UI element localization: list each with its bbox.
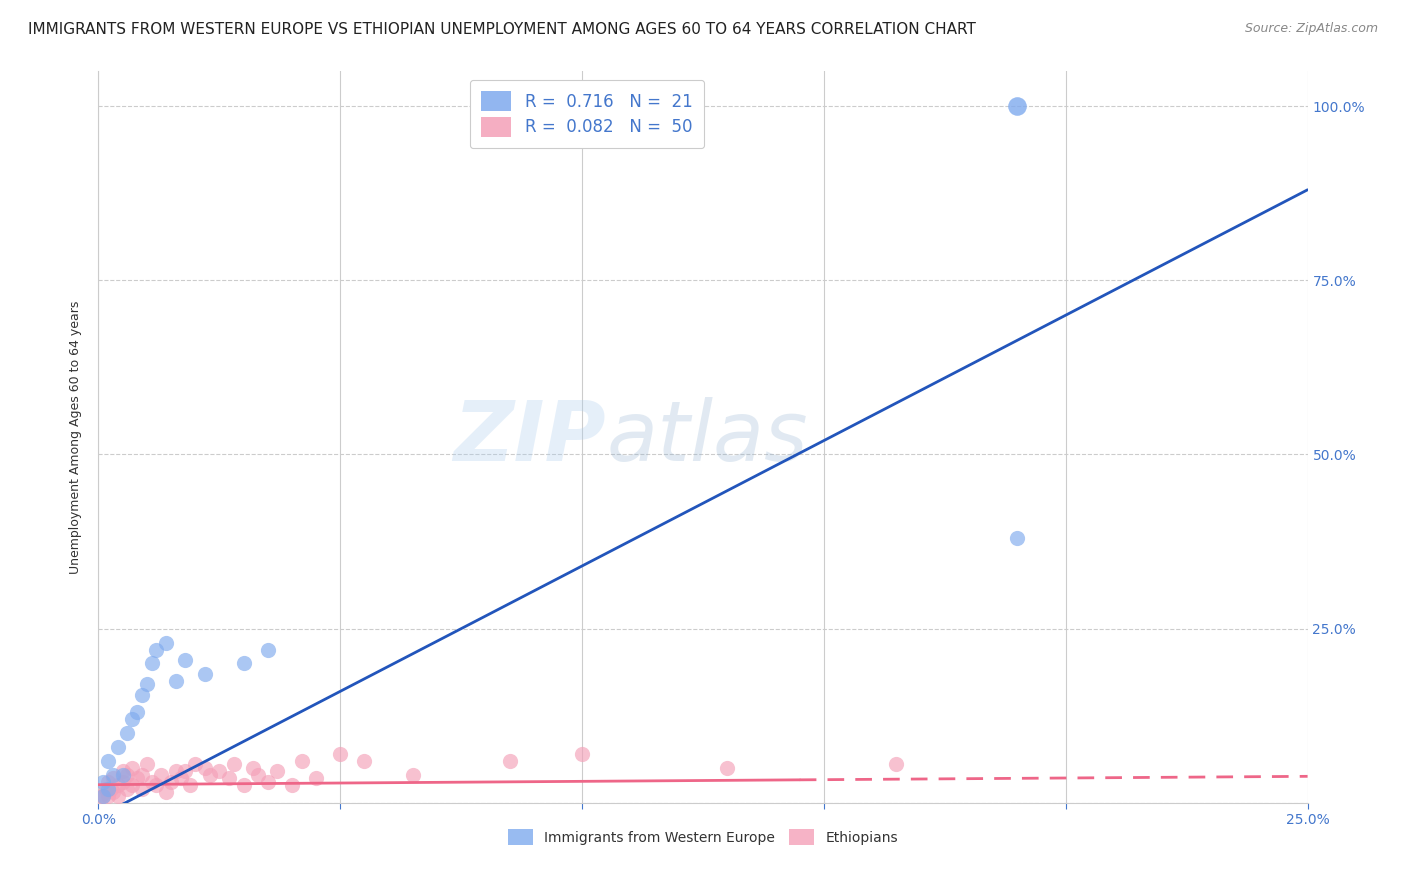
Point bbox=[107, 778, 129, 792]
Point bbox=[571, 747, 593, 761]
Point bbox=[1007, 531, 1029, 545]
Point bbox=[160, 775, 183, 789]
Point bbox=[716, 761, 738, 775]
Point bbox=[135, 677, 157, 691]
Point bbox=[97, 775, 120, 789]
Point bbox=[222, 757, 245, 772]
Point bbox=[107, 740, 129, 755]
Point bbox=[91, 789, 114, 803]
Point bbox=[353, 754, 375, 768]
Text: atlas: atlas bbox=[606, 397, 808, 477]
Point bbox=[329, 747, 352, 761]
Point bbox=[145, 642, 167, 657]
Point bbox=[131, 768, 153, 782]
Point bbox=[111, 764, 134, 779]
Point bbox=[121, 761, 143, 775]
Point bbox=[242, 761, 264, 775]
Point bbox=[194, 667, 217, 681]
Point bbox=[117, 768, 139, 782]
Point bbox=[141, 657, 163, 671]
Point bbox=[402, 768, 425, 782]
Text: IMMIGRANTS FROM WESTERN EUROPE VS ETHIOPIAN UNEMPLOYMENT AMONG AGES 60 TO 64 YEA: IMMIGRANTS FROM WESTERN EUROPE VS ETHIOP… bbox=[28, 22, 976, 37]
Point bbox=[256, 642, 278, 657]
Point bbox=[131, 781, 153, 796]
Point bbox=[117, 781, 139, 796]
Text: ZIP: ZIP bbox=[454, 397, 606, 477]
Point bbox=[290, 754, 312, 768]
Point bbox=[208, 764, 231, 779]
Point bbox=[232, 778, 254, 792]
Point bbox=[111, 775, 134, 789]
Point bbox=[1007, 99, 1029, 113]
Point bbox=[97, 754, 120, 768]
Point bbox=[198, 768, 221, 782]
Point bbox=[498, 754, 520, 768]
Point bbox=[155, 635, 177, 649]
Point bbox=[145, 778, 167, 792]
Point bbox=[184, 757, 207, 772]
Point bbox=[101, 768, 124, 782]
Point bbox=[127, 772, 149, 786]
Y-axis label: Unemployment Among Ages 60 to 64 years: Unemployment Among Ages 60 to 64 years bbox=[69, 301, 83, 574]
Point bbox=[135, 757, 157, 772]
Point bbox=[107, 789, 129, 803]
Point bbox=[281, 778, 304, 792]
Point bbox=[100, 781, 122, 796]
Point bbox=[127, 705, 149, 719]
Point bbox=[174, 653, 197, 667]
Text: Source: ZipAtlas.com: Source: ZipAtlas.com bbox=[1244, 22, 1378, 36]
Point bbox=[90, 789, 112, 803]
Point bbox=[150, 768, 173, 782]
Point bbox=[101, 785, 124, 799]
Point bbox=[174, 764, 197, 779]
Point bbox=[141, 775, 163, 789]
Point bbox=[165, 764, 187, 779]
Point bbox=[266, 764, 288, 779]
Point bbox=[97, 789, 120, 803]
Point bbox=[155, 785, 177, 799]
Point bbox=[97, 781, 120, 796]
Point bbox=[218, 772, 240, 786]
Point bbox=[117, 726, 139, 740]
Point bbox=[886, 757, 908, 772]
Point bbox=[131, 688, 153, 702]
Point bbox=[179, 778, 201, 792]
Point bbox=[169, 772, 191, 786]
Point bbox=[232, 657, 254, 671]
Point bbox=[101, 772, 124, 786]
Point bbox=[165, 673, 187, 688]
Point bbox=[91, 789, 114, 803]
Point bbox=[305, 772, 328, 786]
Point bbox=[111, 768, 134, 782]
Legend: Immigrants from Western Europe, Ethiopians: Immigrants from Western Europe, Ethiopia… bbox=[502, 823, 904, 851]
Point bbox=[247, 768, 270, 782]
Point bbox=[121, 712, 143, 726]
Point bbox=[121, 778, 143, 792]
Point bbox=[91, 775, 114, 789]
Point bbox=[194, 761, 217, 775]
Point bbox=[256, 775, 278, 789]
Point bbox=[94, 781, 117, 796]
